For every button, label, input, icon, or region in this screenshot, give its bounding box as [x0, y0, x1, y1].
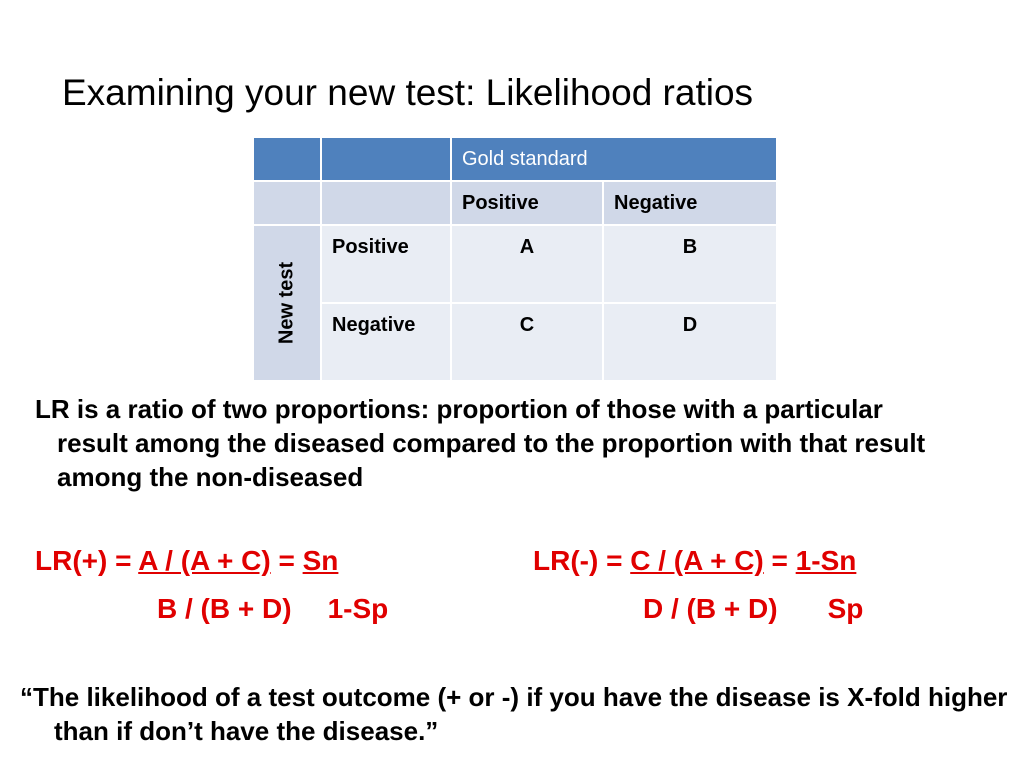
subheader-empty-cell	[252, 180, 322, 226]
lr-negative-sp: Sp	[827, 593, 864, 624]
lr-negative-denominator: D / (B + D) Sp	[643, 593, 863, 625]
gold-standard-header: Gold standard	[450, 136, 778, 182]
lr-positive-1sp: 1-Sp	[327, 593, 389, 624]
row-negative-label: Negative	[320, 302, 452, 382]
column-positive: Positive	[450, 180, 604, 226]
table-row: New test Positive A B	[252, 224, 778, 382]
lr-positive-prefix: LR(+) =	[35, 545, 139, 576]
cell-d: D	[602, 302, 778, 382]
table-row: Positive Negative	[252, 180, 778, 226]
lr-positive-numerator: A / (A + C)	[138, 545, 271, 576]
lr-negative-numerator: C / (A + C)	[630, 545, 764, 576]
cell-a: A	[450, 224, 604, 304]
column-negative: Negative	[602, 180, 778, 226]
cell-b: B	[602, 224, 778, 304]
slide-title: Examining your new test: Likelihood rati…	[62, 72, 754, 113]
lr-negative-denominator-text: D / (B + D)	[643, 593, 778, 624]
cell-c: C	[450, 302, 604, 382]
lr-negative-prefix: LR(-) =	[533, 545, 631, 576]
lr-negative-equals: =	[763, 545, 796, 576]
lr-negative-1sn: 1-Sn	[795, 545, 857, 576]
row-positive-label: Positive	[320, 224, 452, 304]
header-empty-cell	[252, 136, 322, 182]
subheader-empty-cell	[320, 180, 452, 226]
contingency-table: Gold standard Positive Negative New test…	[252, 136, 778, 382]
new-test-label: New test	[275, 261, 298, 345]
likelihood-quote: “The likelihood of a test outcome (+ or …	[20, 682, 1008, 746]
lr-positive-equals: =	[270, 545, 303, 576]
table-row: Gold standard	[252, 136, 778, 182]
lr-positive-formula: LR(+) = A / (A + C) = Sn	[35, 545, 338, 577]
header-empty-cell	[320, 136, 452, 182]
table-row: Negative C D	[253, 302, 778, 382]
lr-positive-sn: Sn	[302, 545, 339, 576]
lr-definition-paragraph: LR is a ratio of two proportions: propor…	[35, 394, 926, 492]
lr-positive-denominator: B / (B + D) 1-Sp	[157, 593, 388, 625]
lr-positive-denominator-text: B / (B + D)	[157, 593, 292, 624]
new-test-group-cell: New test	[252, 224, 322, 382]
lr-negative-formula: LR(-) = C / (A + C) = 1-Sn	[533, 545, 856, 577]
